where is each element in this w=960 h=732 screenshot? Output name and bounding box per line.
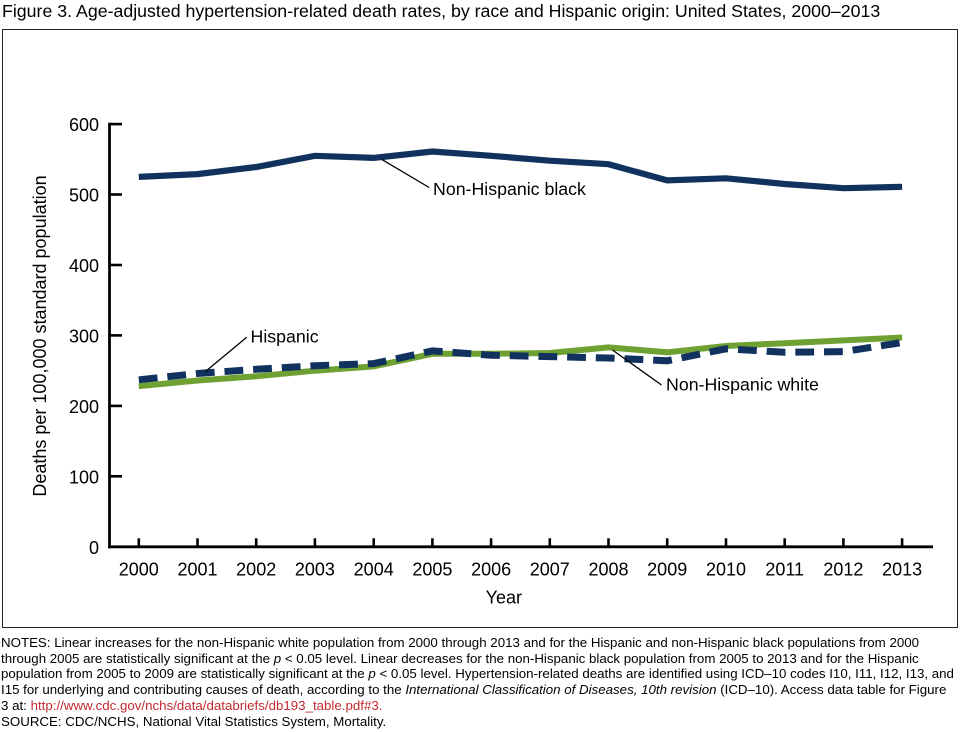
svg-text:2013: 2013 [882,560,922,580]
svg-text:Non-Hispanic white: Non-Hispanic white [666,375,819,395]
svg-text:2010: 2010 [706,560,746,580]
svg-text:Year: Year [486,588,522,608]
svg-text:2003: 2003 [295,560,335,580]
svg-text:2005: 2005 [412,560,452,580]
svg-text:2006: 2006 [471,560,511,580]
svg-text:2008: 2008 [588,560,628,580]
svg-text:2011: 2011 [765,560,804,580]
svg-text:2012: 2012 [823,560,863,580]
svg-text:2007: 2007 [530,560,570,580]
svg-text:Hispanic: Hispanic [251,327,319,347]
svg-text:600: 600 [69,115,99,135]
svg-text:500: 500 [69,186,99,206]
svg-text:400: 400 [69,256,99,276]
svg-text:200: 200 [69,397,99,417]
svg-text:2009: 2009 [647,560,687,580]
svg-text:2000: 2000 [119,560,159,580]
svg-text:300: 300 [69,326,99,346]
svg-text:0: 0 [89,538,99,558]
svg-text:100: 100 [69,467,99,487]
svg-text:2004: 2004 [354,560,394,580]
svg-text:2002: 2002 [236,560,276,580]
svg-text:Deaths per 100,000 standard po: Deaths per 100,000 standard population [30,175,50,496]
svg-text:2001: 2001 [177,560,217,580]
svg-text:Non-Hispanic black: Non-Hispanic black [433,179,586,199]
